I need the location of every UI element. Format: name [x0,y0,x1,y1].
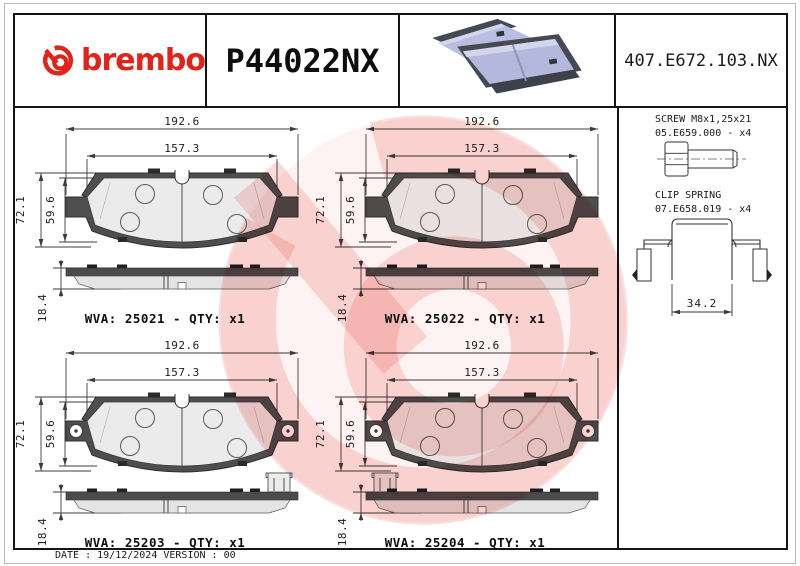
dim-outer-height: 72.1 [314,196,327,225]
dim-thickness: 18.4 [36,294,49,323]
pad-side-view [65,264,299,290]
dim-outer-width: 192.6 [464,339,500,352]
clip-spring-title: CLIP SPRING [655,190,722,201]
dim-pad-width: 157.3 [464,142,500,155]
dim-pad-height: 59.6 [44,420,57,449]
product-photo-cell [400,15,616,106]
dim-pad-width: 157.3 [164,366,200,379]
dim-clip-width: 34.2 [687,297,718,310]
footer-date-version: DATE : 19/12/2024 VERSION : 00 [55,550,236,561]
brembo-emblem-icon [43,45,74,76]
brake-pad-technical-drawing: 192.6 157.3 72.1 59.6 18.4 [314,339,599,550]
ear-hole-right [281,424,295,438]
screw-code: 05.E659.000 - x4 [655,128,752,139]
pad-side-view [365,472,599,514]
dim-thickness: 18.4 [336,294,349,323]
pad-front-view [65,392,299,473]
dim-pad-width: 157.3 [464,366,500,379]
brembo-logo: brembo [15,15,207,106]
brake-pad-technical-drawing: 192.6 157.3 72.1 59.6 18.4 [14,115,299,326]
catalog-code: 407.E672.103.NX [624,50,778,71]
clip-spring-drawing [632,218,772,282]
dim-outer-height: 72.1 [314,420,327,449]
brake-pad-technical-drawing: 192.6 157.3 72.1 59.6 18.4 [14,339,299,550]
dim-outer-width: 192.6 [164,115,200,128]
brand-wordmark: brembo [81,42,206,78]
clip-width-dimension: 34.2 [671,284,733,316]
wva-qty-label: WVA: 25203 - QTY: x1 [85,535,246,550]
ear-hole-right [581,424,595,438]
wva-qty-label: WVA: 25021 - QTY: x1 [85,311,246,326]
dim-outer-height: 72.1 [14,196,27,225]
pad-drawing-25203: 192.6 157.3 72.1 59.6 18.4 [13,332,317,550]
dim-outer-width: 192.6 [464,115,500,128]
dim-pad-height: 59.6 [44,196,57,225]
dim-outer-width: 192.6 [164,339,200,352]
catalog-code-cell: 407.E672.103.NX [616,15,786,106]
accessories-drawings: 34.2 [632,141,772,316]
pad-front-view [365,168,599,249]
brake-pad-render [432,18,582,94]
dim-pad-height: 59.6 [344,196,357,225]
accessories-sidebar: SCREW M8x1,25x21 05.E659.000 - x4 CLIP S… [617,108,788,550]
outer-frame [4,3,796,564]
screw-title: SCREW M8x1,25x21 [655,114,752,125]
pad-side-view [365,264,599,290]
title-block: brembo P44022NX 407.E672.10 [13,13,788,108]
dim-thickness: 18.4 [336,518,349,547]
ear-hole-left [369,424,383,438]
part-number: P44022NX [225,41,380,80]
pad-side-view [65,472,299,514]
brake-pad-technical-drawing: 192.6 157.3 72.1 59.6 18.4 [314,115,599,326]
pad-drawing-25021: 192.6 157.3 72.1 59.6 18.4 [13,108,317,326]
ear-hole-left [69,424,83,438]
dim-pad-width: 157.3 [164,142,200,155]
pad-front-view [365,392,599,473]
wva-qty-label: WVA: 25204 - QTY: x1 [385,535,546,550]
pad-drawing-25022: 192.6 157.3 72.1 59.6 18.4 [313,108,617,326]
part-number-cell: P44022NX [207,15,400,106]
wear-sensor-tab [265,472,293,493]
screw-drawing [657,141,746,177]
wva-qty-label: WVA: 25022 - QTY: x1 [385,311,546,326]
clip-spring-code: 07.E658.019 - x4 [655,204,752,215]
dim-pad-height: 59.6 [344,420,357,449]
pad-drawing-25204: 192.6 157.3 72.1 59.6 18.4 [313,332,617,550]
dim-thickness: 18.4 [36,518,49,547]
pad-front-view [65,168,299,249]
dim-outer-height: 72.1 [14,420,27,449]
